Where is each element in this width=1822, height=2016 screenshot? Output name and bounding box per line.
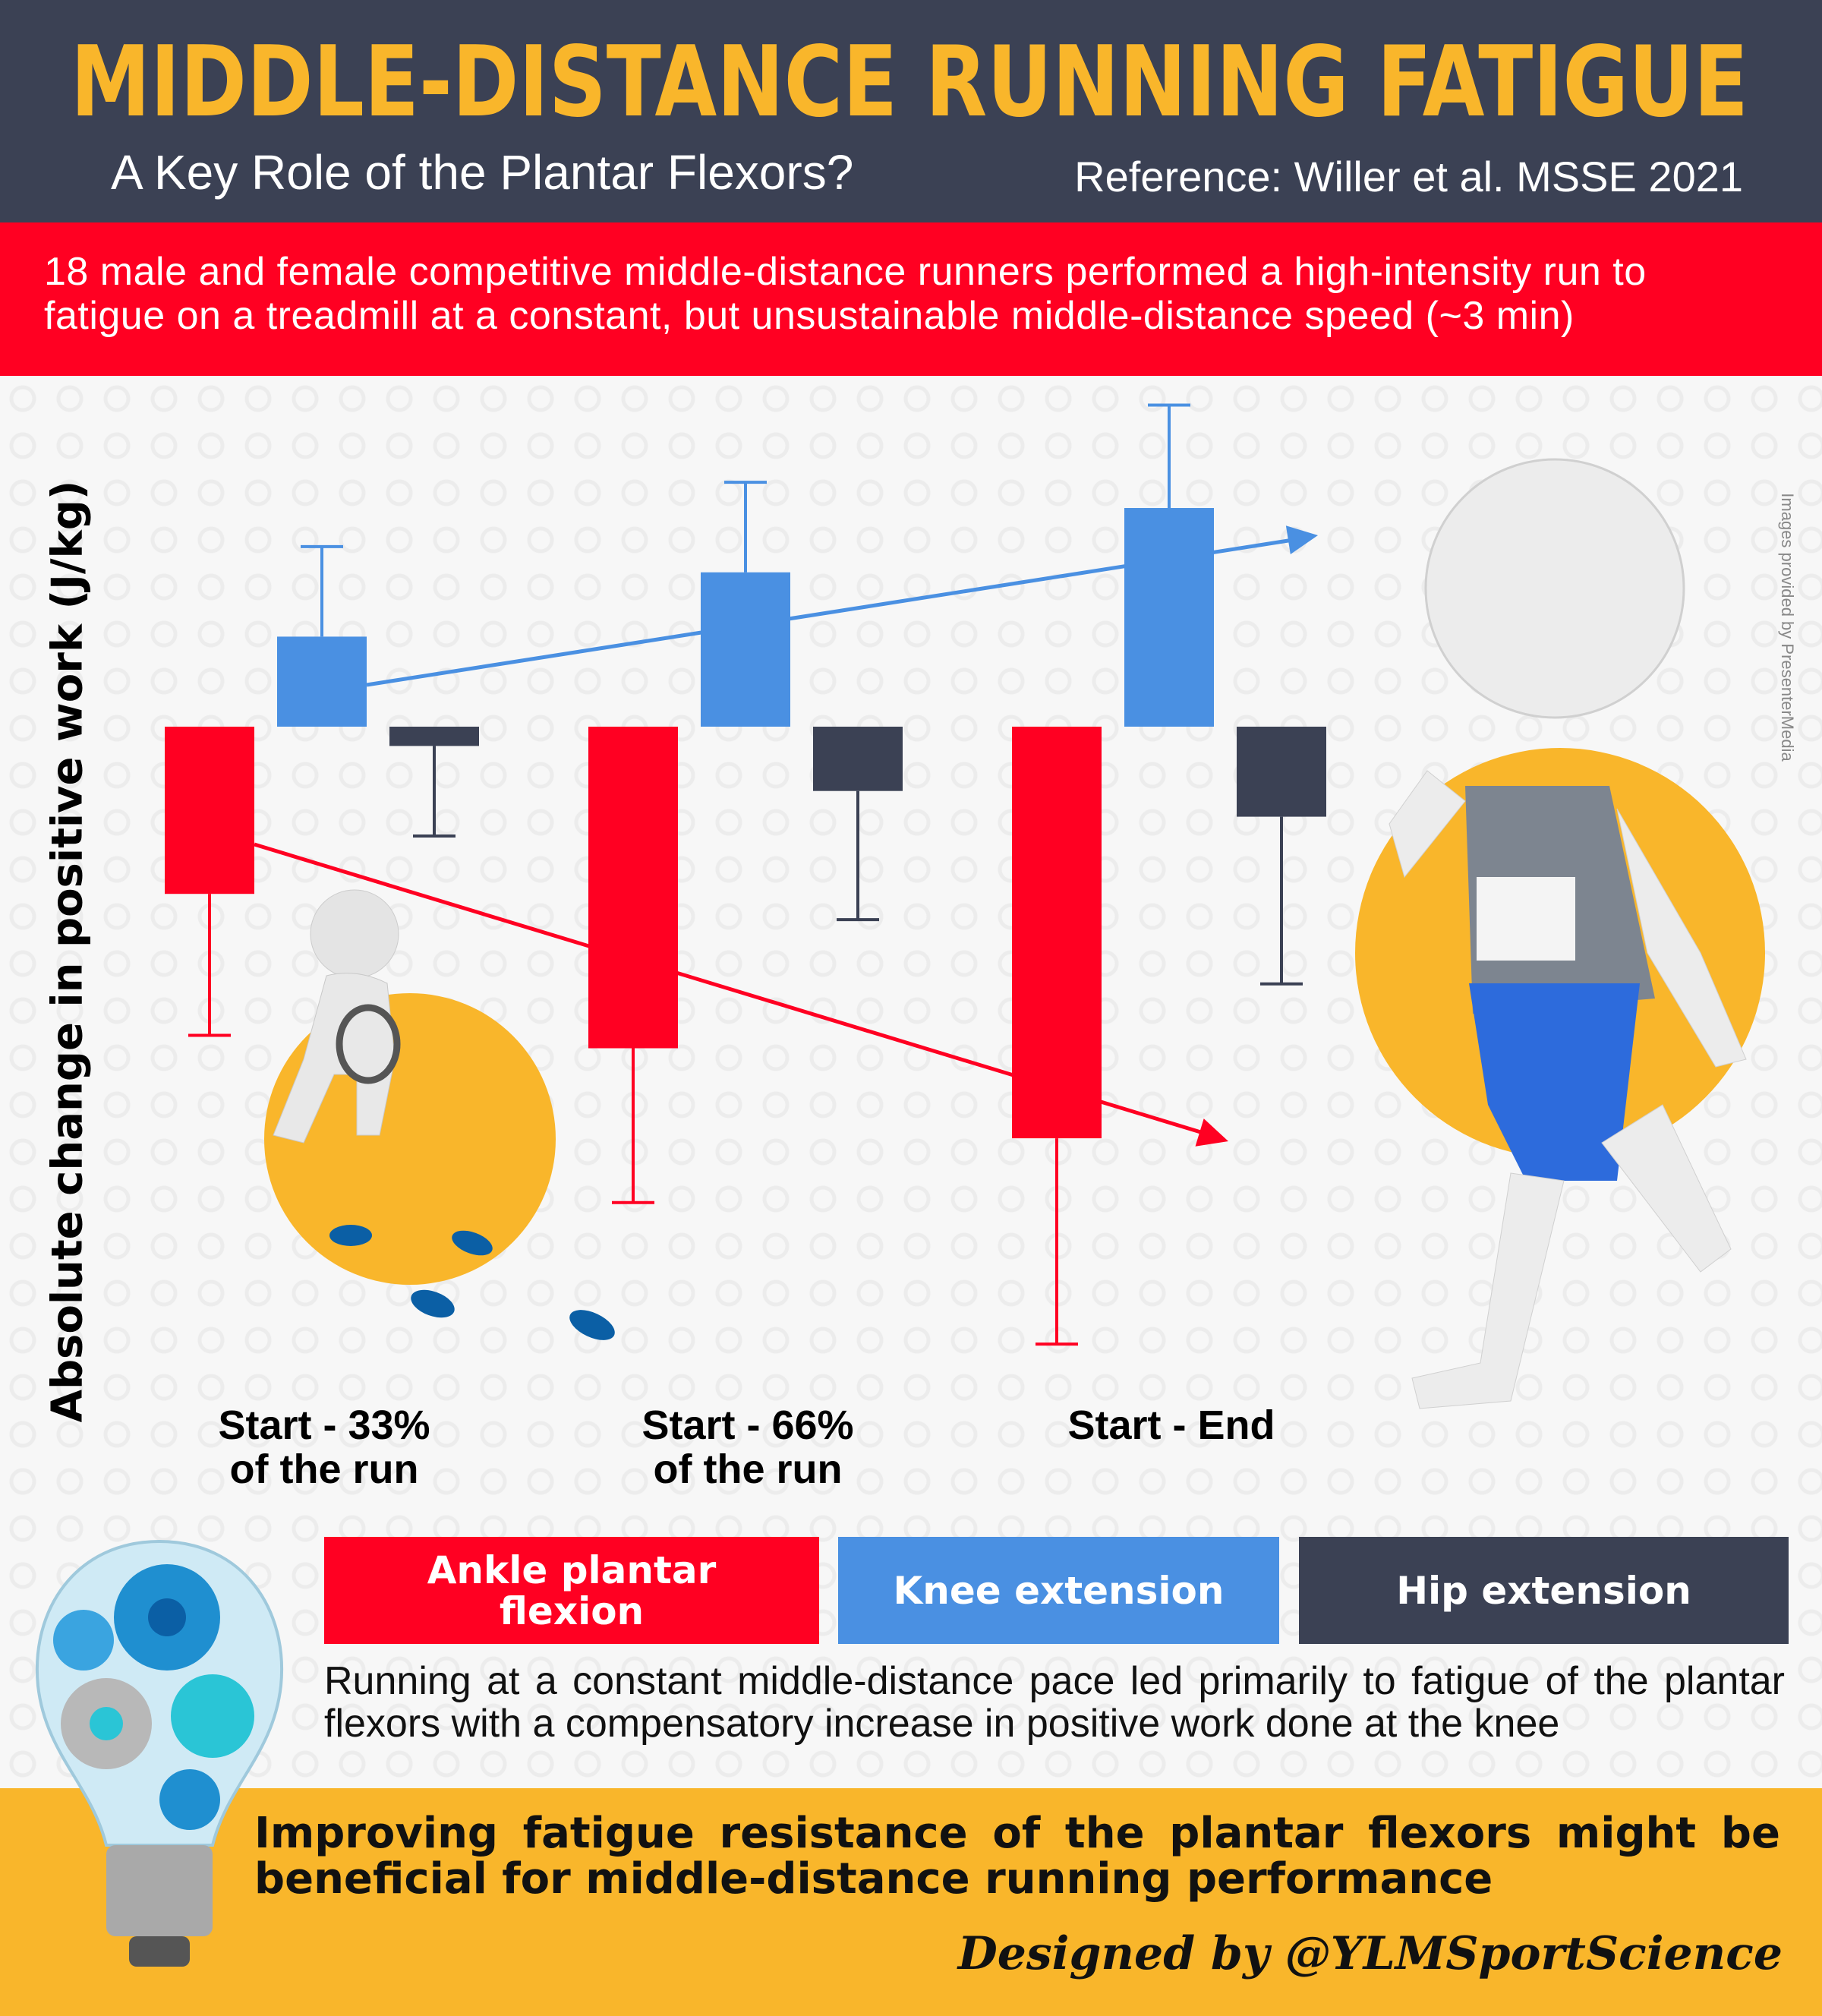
x-axis-labels: Start - 33% of the run Start - 66% of th… [218,1402,1275,1492]
bars-layer [165,403,1326,1346]
designer-credit: Designed by @YLMSportScience [957,1927,1783,1980]
header-banner: MIDDLE-DISTANCE RUNNING FATIGUE A Key Ro… [0,0,1822,222]
ankle-trend-line [254,842,1214,1138]
footprints-icon [329,1225,615,1340]
ankle-trend-arrow-icon [1195,1118,1228,1147]
page-title: MIDDLE-DISTANCE RUNNING FATIGUE [71,26,1748,139]
hip-bar [813,727,903,791]
takeaway-text: Improving fatigue resistance of the plan… [254,1809,1780,1904]
chart-section: Start - 33% of the run Start - 66% of th… [0,376,1822,1788]
hip-bar [389,727,479,746]
hip-bar [1237,727,1326,817]
x-label-0-line1: Start - 33% [218,1402,430,1448]
y-axis-label: Absolute change in positive work (J/kg) [43,480,93,1423]
runner-figure-illustration [1355,458,1765,1409]
study-description: 18 male and female competitive middle-di… [0,222,1822,376]
legend-hip-extension: Hip extension [1299,1537,1789,1644]
x-label-2-line1: Start - End [1067,1402,1275,1448]
knee-bar [277,636,367,727]
knee-bar [701,572,790,727]
ankle-bar [165,727,254,894]
takeaway-banner [0,1788,1822,2016]
lightbulb-gears-icon [35,1539,284,1967]
x-label-1-line1: Start - 66% [641,1402,853,1448]
knee-trend-arrow-icon [1285,525,1318,555]
knee-trend-line [366,536,1303,687]
ankle-bar [1012,727,1102,1139]
investigator-figure-illustration [264,889,556,1285]
ankle-bar [588,727,678,1049]
x-label-0-line2: of the run [230,1447,419,1492]
chart: Start - 33% of the run Start - 66% of th… [165,403,1765,1492]
knee-bar [1124,508,1214,727]
subtitle: A Key Role of the Plantar Flexors? [111,145,854,200]
image-credit: Images provided by PresenterMedia [1778,493,1797,762]
x-label-1-line2: of the run [654,1447,843,1492]
summary-text: Running at a constant middle-distance pa… [324,1659,1785,1746]
legend-ankle-plantar-flexion: Ankle plantar flexion [324,1537,819,1644]
reference: Reference: Willer et al. MSSE 2021 [1074,153,1743,200]
legend-knee-extension: Knee extension [838,1537,1279,1644]
